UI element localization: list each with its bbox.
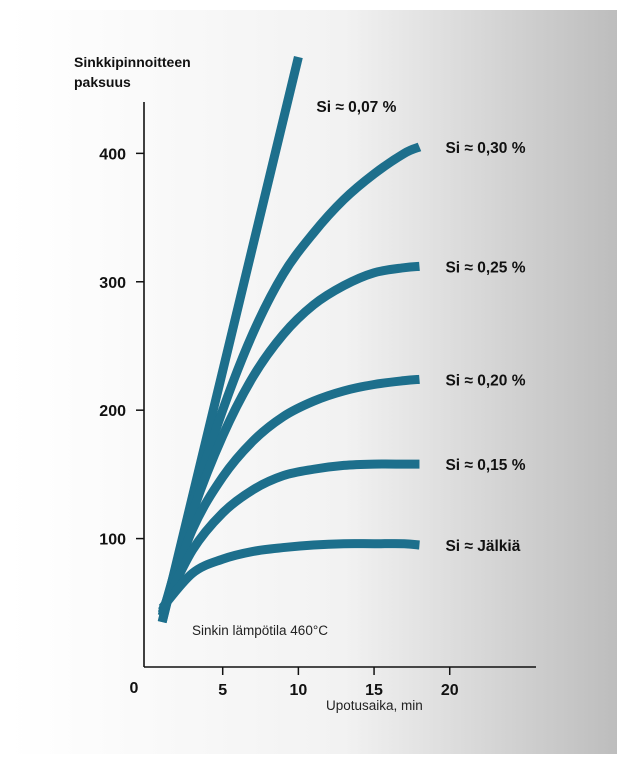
chart-annotation: Sinkin lämpötila 460°C [192,623,328,638]
axes [143,102,536,668]
y-tick-label: 300 [99,275,126,292]
ticks: 5 10 15 20 100 200 300 400 [99,146,458,699]
series-line-3 [157,374,420,615]
chart-figure: Sinkkipinnoitteen paksuus 5 10 15 20 100 200 3… [10,10,617,754]
series-line-4 [158,459,420,613]
y-axis-label-line-2: paksuus [74,74,131,90]
series-label-3: Si ≈ 0,20 % [445,372,525,389]
series-label-0: Si ≈ 0,07 % [316,99,396,116]
series-label-2: Si ≈ 0,25 % [445,259,525,276]
chart-background [10,10,617,754]
series-label-4: Si ≈ 0,15 % [445,457,525,474]
y-axis-label-line-1: Sinkkipinnoitteen [74,54,191,70]
origin-label: 0 [130,680,139,697]
x-tick-label: 5 [218,682,227,699]
x-tick-label: 10 [289,682,307,699]
y-tick-label: 200 [99,403,126,420]
x-tick-label: 15 [365,682,383,699]
y-tick-label: 400 [99,146,126,163]
y-tick-label: 100 [99,532,126,549]
series-label-1: Si ≈ 0,30 % [445,140,525,157]
series-line-5 [158,539,420,611]
series-line-2 [157,261,420,617]
chart-svg: Sinkkipinnoitteen paksuus 5 10 15 20 100 200 3… [10,10,617,754]
series-lines [157,56,422,624]
x-axis-label: Upotusaika, min [326,698,423,713]
series-label-5: Si ≈ Jälkiä [445,538,520,555]
x-tick-label: 20 [441,682,459,699]
series-labels: Si ≈ 0,07 % Si ≈ 0,30 % Si ≈ 0,25 % Si ≈ 0,… [316,99,525,555]
